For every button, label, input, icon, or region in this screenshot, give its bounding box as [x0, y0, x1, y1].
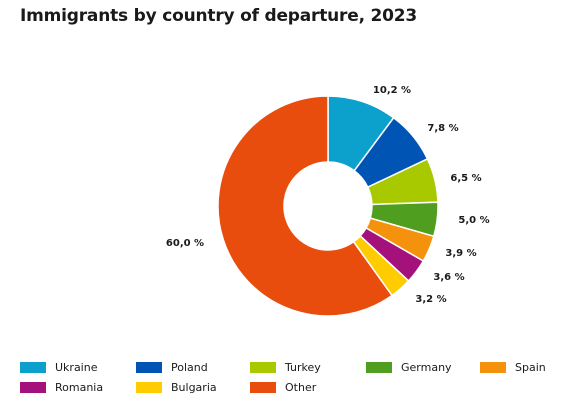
legend-swatch: [366, 361, 392, 373]
legend-item-germany: Germany: [366, 359, 452, 375]
legend-label: Other: [285, 380, 317, 394]
legend-item-romania: Romania: [20, 379, 103, 395]
legend-swatch: [250, 381, 276, 393]
legend-swatch: [136, 381, 162, 393]
data-label-poland: 7,8 %: [427, 123, 458, 134]
legend-item-poland: Poland: [136, 359, 208, 375]
legend-label: Spain: [515, 360, 546, 374]
chart-title: Immigrants by country of departure, 2023: [20, 6, 418, 26]
legend-item-spain: Spain: [480, 359, 546, 375]
legend-label: Turkey: [285, 360, 321, 374]
legend-item-other: Other: [250, 379, 316, 395]
legend-label: Bulgaria: [171, 380, 217, 394]
legend-swatch: [136, 361, 162, 373]
data-label-bulgaria: 3,2 %: [415, 294, 446, 305]
data-label-ukraine: 10,2 %: [373, 85, 411, 96]
legend-label: Romania: [55, 380, 104, 394]
legend-swatch: [480, 361, 506, 373]
data-label-turkey: 6,5 %: [450, 173, 481, 184]
data-label-germany: 5,0 %: [458, 215, 489, 226]
legend-item-turkey: Turkey: [250, 359, 321, 375]
data-label-spain: 3,9 %: [445, 248, 476, 259]
legend-label: Poland: [171, 360, 208, 374]
data-label-romania: 3,6 %: [433, 272, 464, 283]
legend-swatch: [20, 361, 46, 373]
slice-other: [217, 95, 394, 317]
legend-item-bulgaria: Bulgaria: [136, 379, 217, 395]
donut-chart: 10,2 % 7,8 % 6,5 % 5,0 % 3,9 % 3,6 % 3,2 % 60,0…: [166, 85, 490, 317]
legend-label: Ukraine: [55, 360, 98, 374]
legend-swatch: [250, 361, 276, 373]
legend-label: Germany: [401, 360, 452, 374]
legend-item-ukraine: Ukraine: [20, 359, 97, 375]
data-label-other: 60,0 %: [166, 238, 204, 249]
legend-swatch: [20, 381, 46, 393]
